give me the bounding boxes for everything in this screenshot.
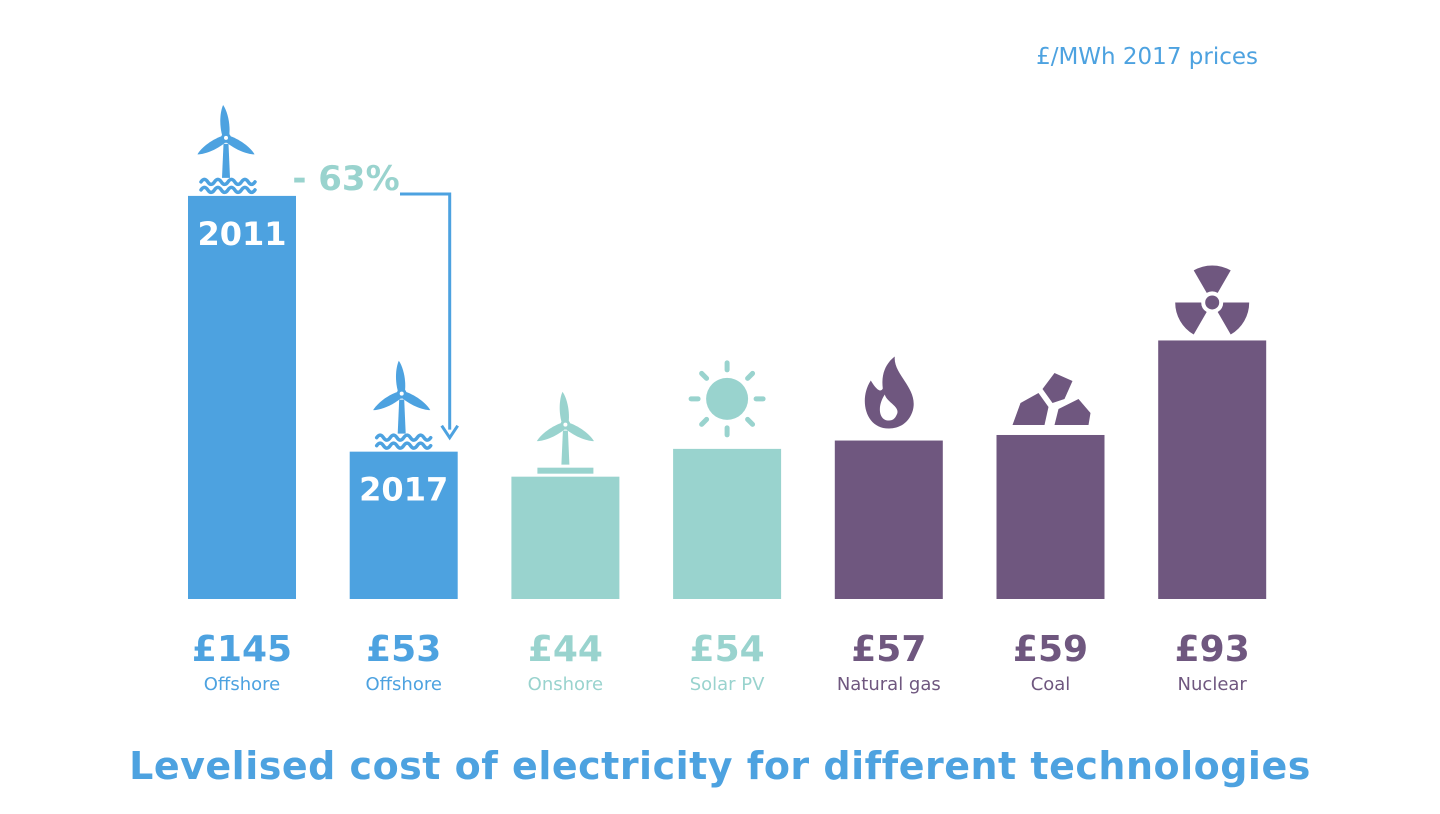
value-label: £59: [1013, 629, 1088, 670]
year-label: 2011: [197, 215, 286, 253]
category-label: Coal: [1031, 674, 1071, 695]
change-label: - 63%: [292, 159, 399, 199]
offshore-wind-turbine-icon: [197, 105, 257, 195]
value-label: £44: [528, 629, 603, 670]
category-label: Offshore: [204, 674, 280, 695]
change-arrow: [400, 192, 452, 430]
bar: [673, 448, 782, 599]
offshore-wind-turbine-icon: [373, 360, 433, 450]
bar: [834, 440, 943, 599]
year-label: 2017: [359, 471, 448, 509]
onshore-wind-turbine-icon: [536, 391, 594, 474]
coal-icon: [1012, 372, 1091, 425]
value-label: £57: [851, 629, 926, 670]
category-label: Offshore: [365, 674, 441, 695]
flame-icon: [864, 356, 914, 429]
arrowhead: [440, 424, 459, 441]
category-label: Nuclear: [1178, 674, 1248, 695]
value-label: £54: [690, 629, 765, 670]
bar: [349, 451, 458, 599]
value-label: £53: [366, 629, 441, 670]
bar: [1158, 340, 1267, 599]
radiation-icon: [1175, 265, 1250, 335]
sun-icon: [688, 360, 766, 438]
category-label: Onshore: [528, 674, 603, 695]
unit-label: £/MWh 2017 prices: [1036, 44, 1258, 70]
value-label: £145: [192, 629, 292, 670]
value-label: £93: [1175, 629, 1250, 670]
category-label: Solar PV: [690, 674, 765, 695]
bar: [996, 434, 1105, 599]
bar: [188, 195, 296, 599]
category-label: Natural gas: [837, 674, 941, 695]
bar: [511, 476, 620, 599]
chart-title: Levelised cost of electricity for differ…: [129, 744, 1311, 788]
